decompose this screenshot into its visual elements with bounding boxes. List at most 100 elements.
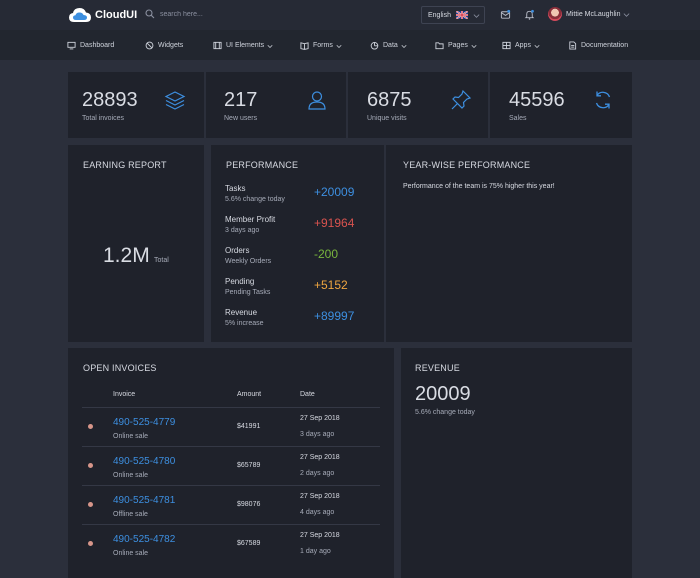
stat-card-invoices: 28893 Total invoices bbox=[68, 72, 204, 138]
nav-label: Forms bbox=[313, 42, 333, 49]
nav-ui-elements[interactable]: UI Elements bbox=[213, 41, 273, 50]
column-header-invoice: Invoice bbox=[113, 391, 136, 398]
perf-sub: 3 days ago bbox=[225, 227, 260, 234]
nav-dashboard[interactable]: Dashboard bbox=[67, 41, 114, 50]
user-name: Mittie McLaughlin bbox=[566, 10, 621, 18]
pie-icon bbox=[370, 41, 379, 50]
perf-value: +20009 bbox=[314, 185, 355, 199]
status-dot bbox=[88, 502, 93, 507]
language-select[interactable]: English bbox=[421, 6, 485, 24]
invoice-ago: 2 days ago bbox=[300, 470, 335, 477]
perf-row: Member Profit 3 days ago bbox=[225, 215, 275, 234]
nav-data[interactable]: Data bbox=[370, 41, 407, 50]
revenue-value: 20009 bbox=[415, 383, 471, 405]
search-box[interactable] bbox=[145, 9, 280, 19]
stat-label: Sales bbox=[509, 115, 527, 122]
document-icon bbox=[569, 41, 577, 50]
column-header-amount: Amount bbox=[237, 391, 262, 398]
chevron-down-icon bbox=[473, 13, 480, 18]
layers-icon bbox=[164, 91, 186, 110]
card-title: YEAR-WISE PERFORMANCE bbox=[403, 160, 531, 170]
nav-widgets[interactable]: Widgets bbox=[145, 41, 183, 50]
card-title: PERFORMANCE bbox=[226, 160, 299, 170]
nav-label: Documentation bbox=[581, 42, 629, 49]
user-menu[interactable]: Mittie McLaughlin bbox=[548, 7, 630, 21]
invoice-date: 27 Sep 2018 bbox=[300, 493, 340, 500]
invoice-type: Online sale bbox=[113, 550, 149, 557]
perf-sub: Weekly Orders bbox=[225, 258, 272, 265]
bell-icon[interactable] bbox=[524, 9, 535, 20]
perf-value: -200 bbox=[314, 247, 339, 261]
invoice-amount: $98076 bbox=[237, 501, 261, 508]
status-dot bbox=[88, 463, 93, 468]
mail-icon[interactable] bbox=[500, 9, 511, 20]
perf-sub: 5% increase bbox=[225, 320, 264, 327]
chevron-down-icon bbox=[336, 44, 342, 48]
revenue-sub: 5.6% change today bbox=[415, 409, 475, 416]
nav-forms[interactable]: Forms bbox=[300, 41, 342, 50]
chevron-down-icon bbox=[267, 44, 273, 48]
invoice-type: Online sale bbox=[113, 472, 149, 479]
revenue-card bbox=[401, 348, 632, 578]
perf-row: Tasks 5.6% change today bbox=[225, 184, 285, 203]
invoice-date: 27 Sep 2018 bbox=[300, 415, 340, 422]
brand-logo[interactable]: CloudUI bbox=[68, 5, 137, 25]
perf-sub: Pending Tasks bbox=[225, 289, 271, 296]
stat-value: 6875 bbox=[367, 89, 412, 111]
invoice-amount: $65789 bbox=[237, 462, 261, 469]
invoice-amount: $67589 bbox=[237, 540, 261, 547]
book-icon bbox=[300, 42, 309, 50]
circle-slash-icon bbox=[145, 41, 154, 50]
grid-icon bbox=[502, 41, 511, 50]
user-icon bbox=[308, 91, 326, 110]
brand-name: CloudUI bbox=[95, 9, 138, 21]
invoice-number-link[interactable]: 490-525-4780 bbox=[113, 456, 176, 467]
perf-sub: 5.6% change today bbox=[225, 196, 285, 203]
invoice-number-link[interactable]: 490-525-4779 bbox=[113, 417, 176, 428]
invoice-type: Offline sale bbox=[113, 511, 148, 518]
table-row[interactable]: 490-525-4780 Online sale $65789 27 Sep 2… bbox=[82, 446, 380, 485]
stat-value: 28893 bbox=[82, 89, 138, 111]
earning-report-card bbox=[68, 145, 204, 342]
card-title: OPEN INVOICES bbox=[83, 363, 157, 373]
stat-label: Unique visits bbox=[367, 115, 407, 122]
invoice-type: Online sale bbox=[113, 433, 149, 440]
invoice-date: 27 Sep 2018 bbox=[300, 532, 340, 539]
stat-card-sales: 45596 Sales bbox=[490, 72, 632, 138]
table-row[interactable]: 490-525-4779 Online sale $41991 27 Sep 2… bbox=[82, 407, 380, 446]
perf-value: +91964 bbox=[314, 216, 355, 230]
perf-row: Pending Pending Tasks bbox=[225, 277, 270, 296]
perf-name: Revenue bbox=[225, 308, 258, 317]
stat-card-visits: 6875 Unique visits bbox=[348, 72, 488, 138]
table-row[interactable]: 490-525-4782 Online sale $67589 27 Sep 2… bbox=[82, 524, 380, 563]
cloud-logo-icon bbox=[69, 8, 91, 22]
refresh-icon bbox=[595, 91, 611, 109]
earning-value: 1.2M bbox=[103, 244, 150, 267]
invoice-number-link[interactable]: 490-525-4782 bbox=[113, 534, 176, 545]
table-row[interactable]: 490-525-4781 Offline sale $98076 27 Sep … bbox=[82, 485, 380, 524]
perf-value: +5152 bbox=[314, 278, 348, 292]
perf-name: Member Profit bbox=[225, 215, 276, 224]
column-header-date: Date bbox=[300, 391, 315, 398]
chevron-down-icon bbox=[401, 44, 407, 48]
nav-label: Pages bbox=[448, 42, 468, 49]
nav-label: Apps bbox=[515, 42, 531, 49]
nav-pages[interactable]: Pages bbox=[435, 41, 477, 50]
invoice-ago: 4 days ago bbox=[300, 509, 335, 516]
performance-card bbox=[211, 145, 384, 342]
card-title: REVENUE bbox=[415, 363, 460, 373]
perf-name: Pending bbox=[225, 277, 255, 286]
perf-value: +89997 bbox=[314, 309, 355, 323]
stat-label: New users bbox=[224, 115, 258, 122]
chevron-down-icon bbox=[471, 44, 477, 48]
film-icon bbox=[213, 41, 222, 50]
perf-row: Revenue 5% increase bbox=[225, 308, 264, 327]
nav-documentation[interactable]: Documentation bbox=[568, 41, 628, 50]
stat-value: 45596 bbox=[509, 89, 565, 111]
folder-icon bbox=[435, 42, 444, 50]
search-input[interactable] bbox=[160, 10, 280, 18]
nav-apps[interactable]: Apps bbox=[502, 41, 540, 50]
invoice-ago: 1 day ago bbox=[300, 548, 331, 555]
language-label: English bbox=[428, 11, 451, 19]
invoice-number-link[interactable]: 490-525-4781 bbox=[113, 495, 176, 506]
